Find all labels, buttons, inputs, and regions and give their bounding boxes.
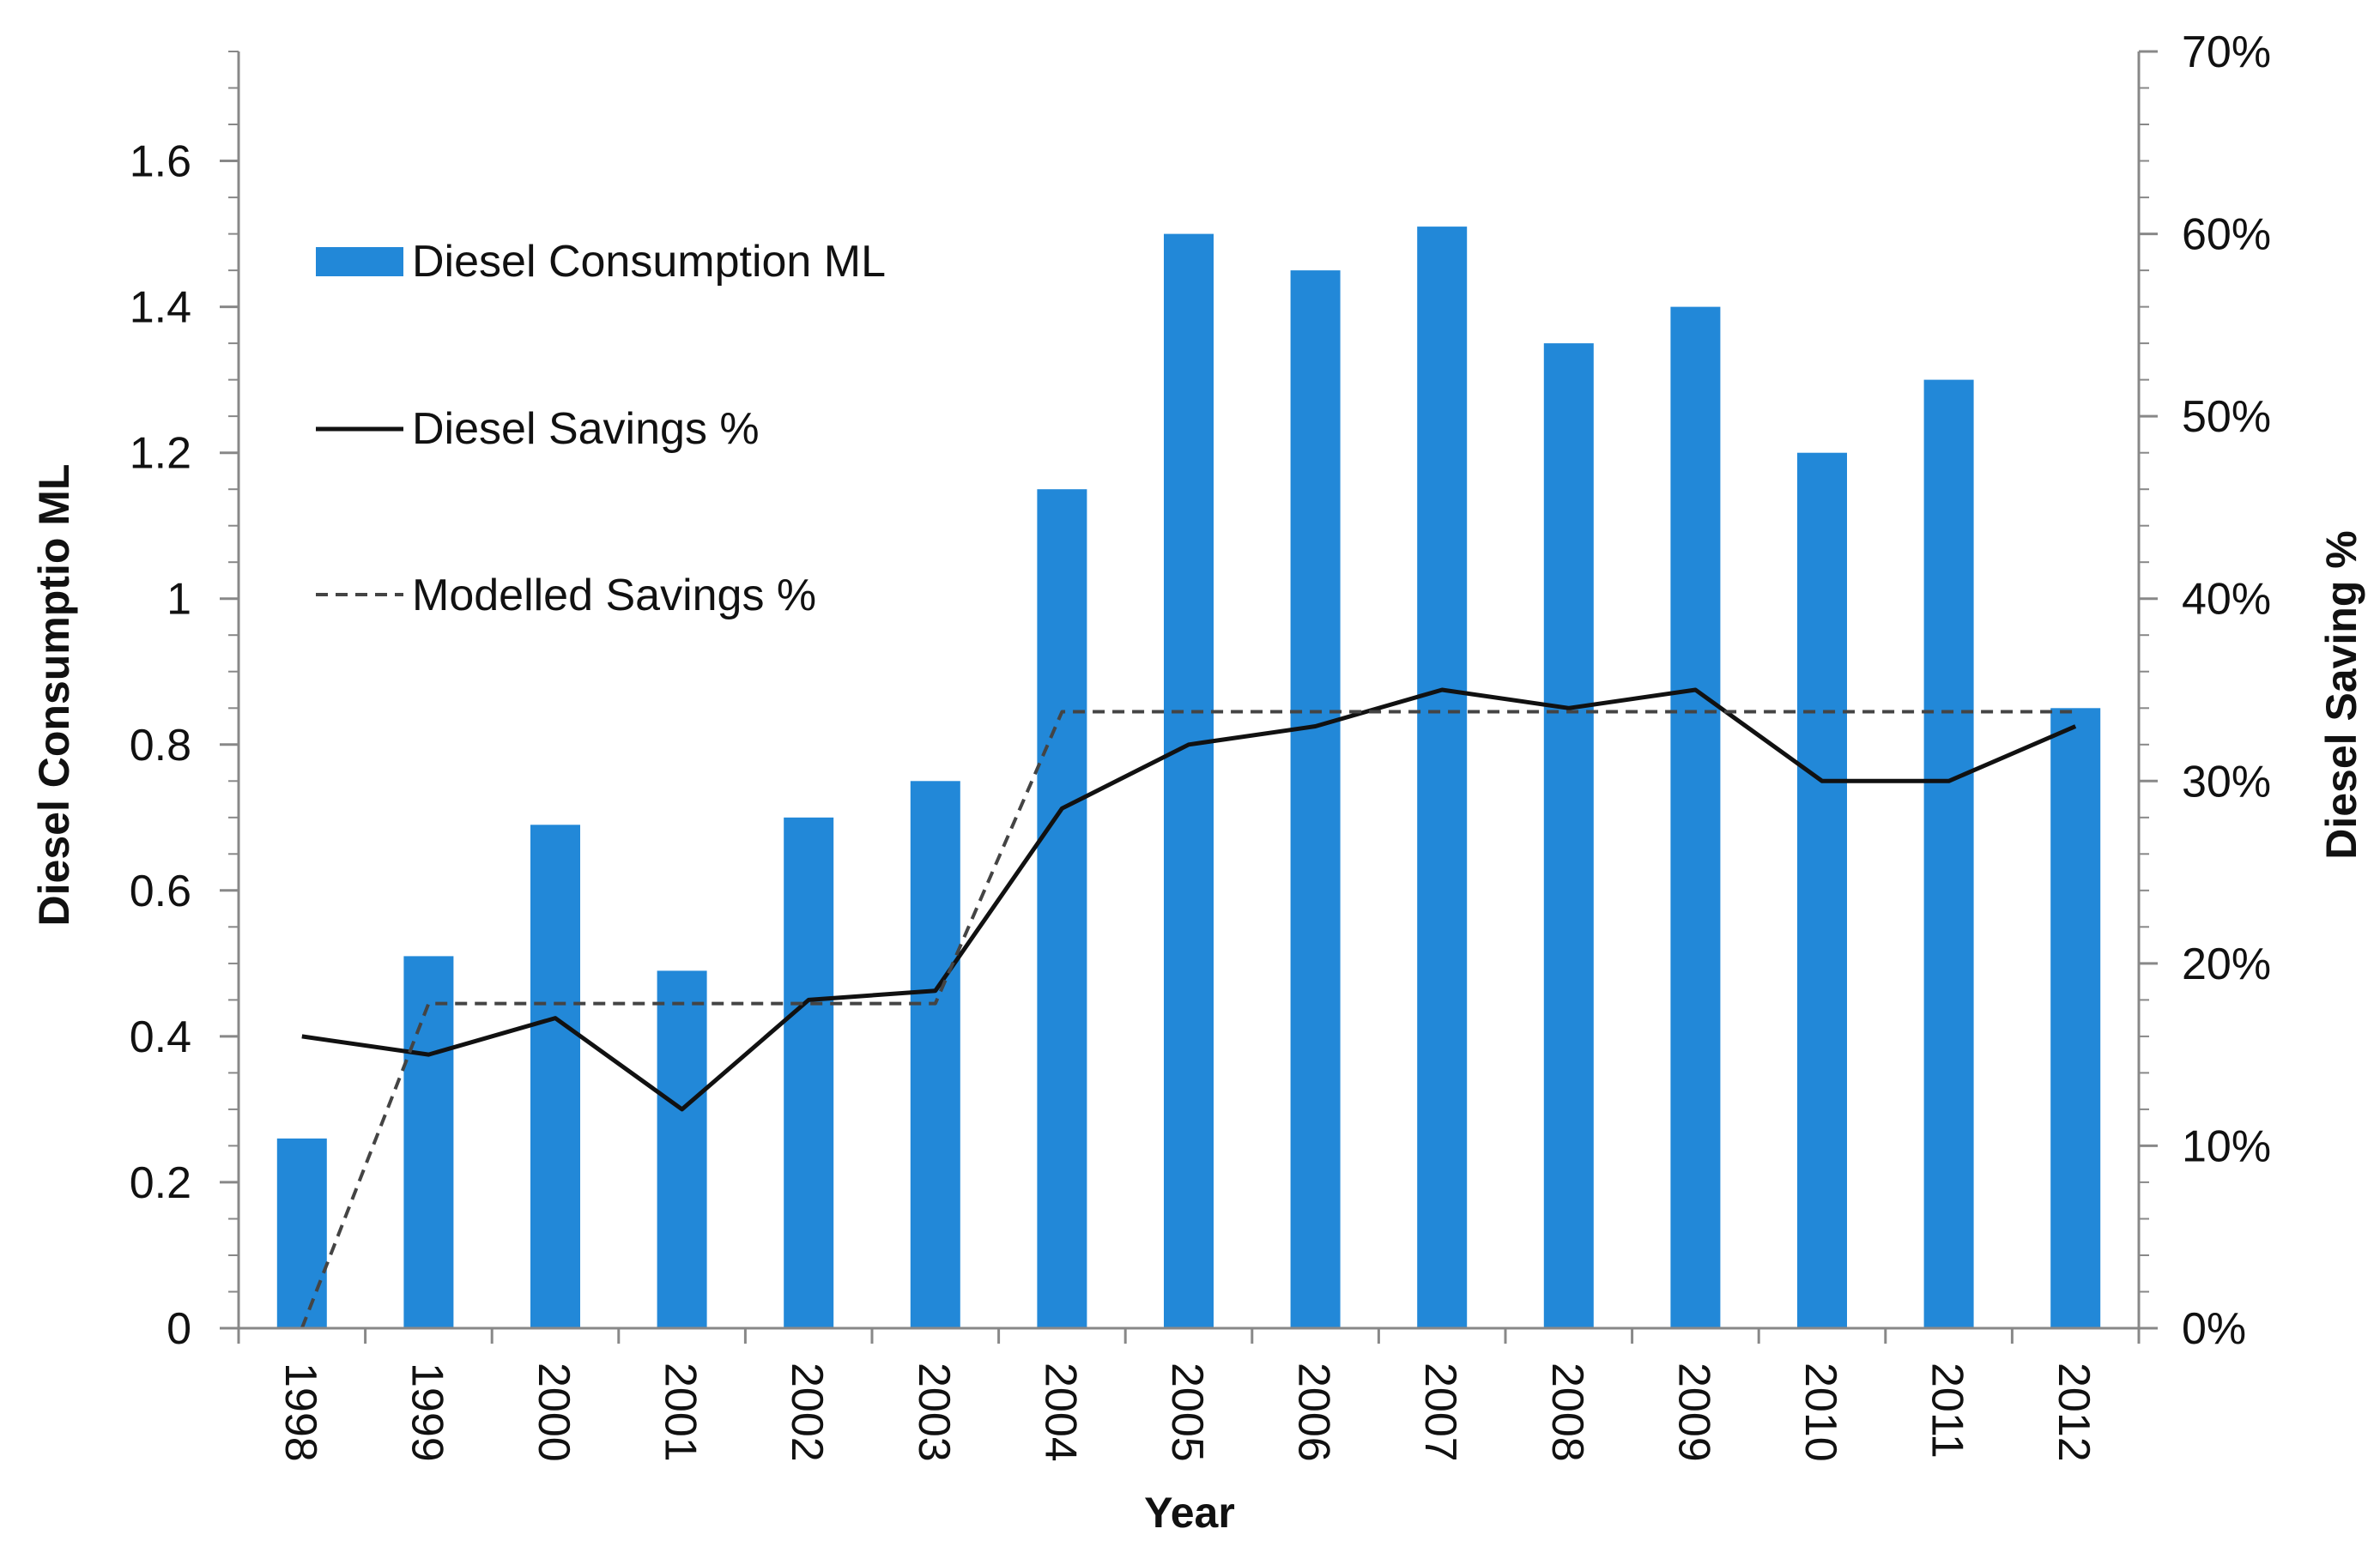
- bar-2008: [1543, 343, 1594, 1329]
- legend: Diesel Consumption ML Diesel Savings % M…: [316, 237, 886, 620]
- x-tick-label: 2003: [909, 1363, 959, 1462]
- x-tick-label: 2012: [2049, 1363, 2098, 1462]
- bar-series: [276, 227, 2101, 1329]
- x-tick-label: 1999: [402, 1363, 451, 1462]
- legend-label-modelled: Modelled Savings %: [412, 571, 816, 620]
- right-tick-label: 60%: [2182, 210, 2271, 260]
- x-axis-title: Year: [1144, 1489, 1235, 1537]
- bar-2001: [657, 970, 707, 1328]
- bar-2007: [1417, 227, 1468, 1329]
- legend-label-savings: Diesel Savings %: [412, 404, 760, 454]
- x-tick-label: 2004: [1035, 1363, 1085, 1462]
- left-tick-label: 0.4: [130, 1012, 191, 1062]
- left-tick-label: 0.2: [130, 1158, 191, 1208]
- bar-2011: [1923, 379, 1974, 1329]
- x-tick-label: 2000: [529, 1363, 578, 1462]
- left-tick-label: 1: [167, 575, 191, 625]
- x-tick-label: 2011: [1923, 1363, 1972, 1459]
- bar-2005: [1164, 233, 1214, 1329]
- bar-2004: [1037, 489, 1087, 1328]
- bar-2012: [2050, 708, 2101, 1328]
- legend-swatch-bar: [316, 247, 403, 276]
- bar-2010: [1797, 452, 1847, 1328]
- bar-2002: [784, 817, 834, 1328]
- axes: 0 0.2 0.4 0.6 0.8 1 1.2 1.4 1.6 0% 10% 20% 30% 40% 50%…: [130, 27, 2271, 1462]
- legend-label-consumption: Diesel Consumption ML: [412, 237, 886, 287]
- bar-1999: [403, 956, 454, 1328]
- left-y-axis-title: Diesel Consumptio ML: [30, 464, 78, 927]
- left-tick-label: 0.6: [130, 867, 191, 916]
- left-tick-label: 1.2: [130, 429, 191, 479]
- x-tick-label: 2007: [1415, 1363, 1465, 1462]
- x-tick-label: 1998: [276, 1363, 325, 1462]
- left-tick-label: 1.4: [130, 283, 191, 333]
- right-tick-label: 40%: [2182, 575, 2271, 625]
- bar-2003: [910, 781, 960, 1328]
- left-tick-label: 0.8: [130, 721, 191, 770]
- right-y-axis-title: Diesel Saving %: [2317, 530, 2365, 860]
- left-tick-label: 0: [167, 1304, 191, 1354]
- left-tick-label: 1.6: [130, 137, 191, 187]
- right-tick-label: 50%: [2182, 392, 2271, 442]
- x-tick-label: 2009: [1668, 1363, 1718, 1462]
- x-tick-label: 2001: [656, 1363, 706, 1462]
- right-tick-label: 10%: [2182, 1121, 2271, 1171]
- x-tick-label: 2010: [1796, 1363, 1845, 1462]
- right-tick-label: 20%: [2182, 940, 2271, 989]
- bar-2009: [1670, 306, 1721, 1329]
- right-tick-label: 30%: [2182, 757, 2271, 807]
- x-tick-label: 2006: [1289, 1363, 1339, 1462]
- x-tick-label: 2002: [782, 1363, 832, 1462]
- right-tick-label: 0%: [2182, 1304, 2246, 1354]
- line-modelled-savings: [300, 710, 2076, 1329]
- line-diesel-savings: [301, 687, 2077, 1112]
- bar-2006: [1290, 270, 1341, 1329]
- bar-1998: [276, 1138, 327, 1328]
- right-tick-label: 70%: [2182, 27, 2271, 77]
- line-series: [300, 687, 2077, 1329]
- bar-2000: [530, 825, 580, 1328]
- x-tick-label: 2008: [1542, 1363, 1592, 1462]
- x-tick-label: 2005: [1162, 1363, 1212, 1462]
